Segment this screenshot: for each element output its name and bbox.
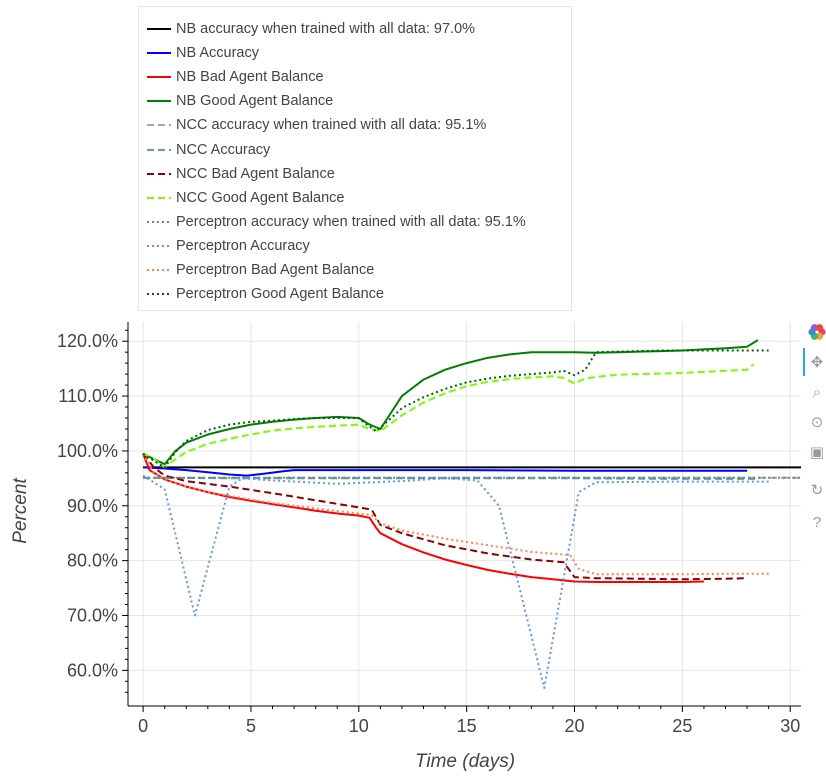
legend-swatch	[147, 172, 171, 175]
legend-item[interactable]: NCC Good Agent Balance	[147, 187, 344, 209]
chart-series-layer	[142, 339, 801, 689]
legend-item[interactable]: NB Bad Agent Balance	[147, 66, 324, 88]
legend-item[interactable]: Perceptron Good Agent Balance	[147, 283, 384, 305]
bokeh-logo-icon[interactable]	[807, 322, 826, 342]
save-icon[interactable]: ▣	[809, 444, 825, 461]
y-tick-label: 60.0%	[67, 660, 118, 680]
legend-swatch	[147, 124, 171, 127]
legend-label: Perceptron Accuracy	[176, 237, 310, 254]
pan-icon[interactable]: ✥	[810, 354, 824, 371]
y-tick-label: 120.0%	[57, 331, 118, 351]
x-tick-label: 30	[780, 716, 800, 736]
legend-item[interactable]: Perceptron Accuracy	[147, 235, 310, 257]
x-tick-label: 0	[138, 716, 148, 736]
legend-label: Perceptron Good Agent Balance	[176, 286, 384, 303]
chart-legend: NB accuracy when trained with all data: …	[138, 6, 572, 311]
y-axis-label: Percent	[10, 478, 31, 544]
legend-label: NB Accuracy	[176, 45, 259, 62]
y-tick-label: 100.0%	[57, 441, 118, 461]
legend-label: NB Good Agent Balance	[176, 93, 334, 110]
chart-axes: 60.0% 70.0% 80.0% 90.0% 100.0% 110.0% 120.0% 0 5…	[57, 322, 801, 736]
legend-item[interactable]: NCC Accuracy	[147, 139, 270, 161]
bokeh-logo-shape	[808, 324, 826, 340]
legend-swatch	[147, 100, 171, 103]
y-tick-label: 70.0%	[67, 605, 118, 625]
series-line-4	[142, 339, 759, 466]
x-tick-label: 5	[246, 716, 256, 736]
legend-swatch	[147, 244, 171, 247]
y-tick-label: 80.0%	[67, 551, 118, 571]
legend-item[interactable]: NB accuracy when trained with all data: …	[147, 18, 475, 40]
chart-grid	[128, 322, 801, 706]
legend-item[interactable]: Perceptron Bad Agent Balance	[147, 259, 374, 281]
legend-label: Perceptron accuracy when trained with al…	[176, 213, 526, 230]
legend-item[interactable]: NCC Bad Agent Balance	[147, 163, 335, 185]
x-tick-label: 15	[457, 716, 477, 736]
legend-item[interactable]: NCC accuracy when trained with all data:…	[147, 114, 486, 136]
series-line-10	[142, 474, 769, 689]
x-axis-label: Time (days)	[415, 751, 515, 772]
x-tick-label: 20	[564, 716, 584, 736]
legend-swatch	[147, 52, 171, 55]
help-icon[interactable]: ?	[812, 513, 822, 531]
legend-label: NCC Good Agent Balance	[176, 189, 345, 206]
series-line-6	[143, 476, 758, 480]
legend-swatch	[147, 148, 171, 151]
series-line-8	[142, 363, 755, 469]
legend-swatch	[147, 220, 171, 223]
series-line-2	[143, 466, 748, 477]
legend-swatch	[147, 293, 171, 296]
y-tick-label: 90.0%	[67, 496, 118, 516]
chart-toolbar: ✥ ⌕ ⊙ ▣ ↻?	[803, 318, 826, 538]
legend-item[interactable]: Perceptron accuracy when trained with al…	[147, 211, 526, 233]
legend-swatch	[147, 28, 171, 30]
legend-label: NCC Accuracy	[176, 141, 271, 158]
legend-label: NCC accuracy when trained with all data:…	[176, 117, 487, 134]
x-tick-label: 10	[349, 716, 369, 736]
legend-label: NB accuracy when trained with all data: …	[176, 21, 476, 37]
legend-label: NCC Bad Agent Balance	[176, 165, 335, 182]
legend-item[interactable]: NB Good Agent Balance	[147, 90, 333, 112]
x-tick-label: 25	[672, 716, 692, 736]
legend-swatch	[147, 269, 171, 271]
wheel-zoom-icon[interactable]: ⊙	[810, 414, 824, 431]
legend-label: Perceptron Bad Agent Balance	[176, 262, 375, 278]
series-line-12	[142, 349, 769, 469]
series-line-11	[142, 453, 769, 576]
reset-icon[interactable]: ↻	[810, 482, 824, 499]
y-tick-label: 110.0%	[58, 386, 118, 406]
box-zoom-icon[interactable]: ⌕	[812, 383, 822, 401]
active-tool-indicator	[803, 348, 805, 376]
series-line-7	[142, 453, 748, 581]
legend-item[interactable]: NB Accuracy	[147, 42, 259, 64]
legend-swatch	[147, 76, 171, 79]
legend-swatch	[147, 196, 171, 199]
series-line-3	[142, 453, 704, 583]
legend-label: NB Bad Agent Balance	[176, 69, 324, 86]
